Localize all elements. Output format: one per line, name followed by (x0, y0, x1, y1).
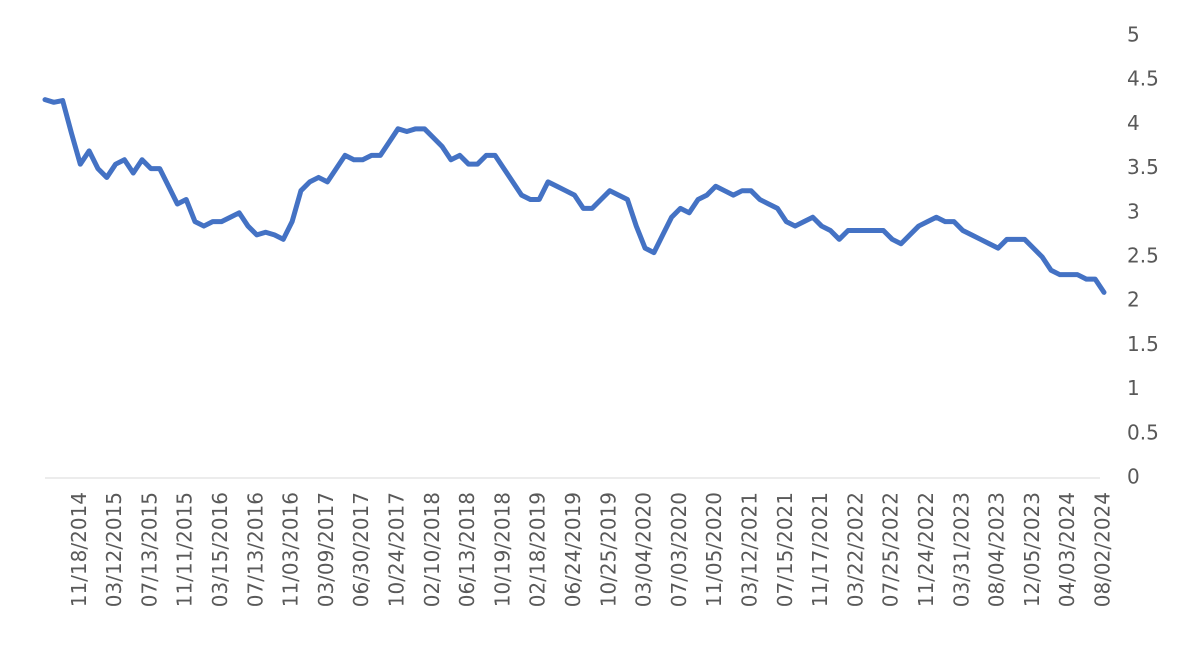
y-tick-label: 0 (1127, 465, 1140, 489)
x-tick-label: 11/18/2014 (67, 492, 91, 607)
x-tick-label: 04/03/2024 (1055, 492, 1079, 607)
x-tick-label: 02/10/2018 (420, 492, 444, 607)
x-tick-label: 03/22/2022 (843, 492, 867, 607)
x-tick-label: 08/04/2023 (985, 492, 1009, 607)
x-tick-label: 02/18/2019 (526, 492, 550, 607)
y-tick-label: 2.5 (1127, 244, 1159, 268)
y-tick-label: 0.5 (1127, 420, 1159, 444)
line-series (42, 97, 1107, 295)
x-tick-label: 12/05/2023 (1020, 492, 1044, 607)
x-tick-label: 03/12/2021 (738, 492, 762, 607)
x-tick-label: 10/19/2018 (490, 492, 514, 607)
y-tick-label: 1.5 (1127, 332, 1159, 356)
x-tick-label: 03/04/2020 (632, 492, 656, 607)
x-tick-label: 03/31/2023 (949, 492, 973, 607)
x-tick-label: 07/25/2022 (879, 492, 903, 607)
x-tick-label: 10/24/2017 (385, 492, 409, 607)
x-tick-label: 07/13/2015 (137, 492, 161, 607)
x-tick-label: 06/30/2017 (349, 492, 373, 607)
x-tick-label: 11/17/2021 (808, 492, 832, 607)
y-tick-label: 4.5 (1127, 67, 1159, 91)
x-tick-label: 07/03/2020 (667, 492, 691, 607)
y-tick-label: 2 (1127, 288, 1140, 312)
x-tick-label: 08/02/2024 (1091, 492, 1115, 607)
y-tick-label: 3.5 (1127, 155, 1159, 179)
x-tick-label: 07/13/2016 (243, 492, 267, 607)
x-tick-label: 11/05/2020 (702, 492, 726, 607)
x-tick-label: 06/24/2019 (561, 492, 585, 607)
y-tick-label: 4 (1127, 111, 1140, 135)
x-tick-label: 03/12/2015 (102, 492, 126, 607)
y-tick-label: 5 (1127, 23, 1140, 47)
x-tick-label: 03/15/2016 (208, 492, 232, 607)
x-tick-label: 11/24/2022 (914, 492, 938, 607)
x-tick-label: 03/09/2017 (314, 492, 338, 607)
x-tick-label: 07/15/2021 (773, 492, 797, 607)
x-tick-label: 11/03/2016 (279, 492, 303, 607)
x-tick-label: 11/11/2015 (173, 492, 197, 607)
x-tick-label: 06/13/2018 (455, 492, 479, 607)
y-tick-label: 1 (1127, 376, 1140, 400)
y-tick-label: 3 (1127, 199, 1140, 223)
x-tick-label: 10/25/2019 (596, 492, 620, 607)
